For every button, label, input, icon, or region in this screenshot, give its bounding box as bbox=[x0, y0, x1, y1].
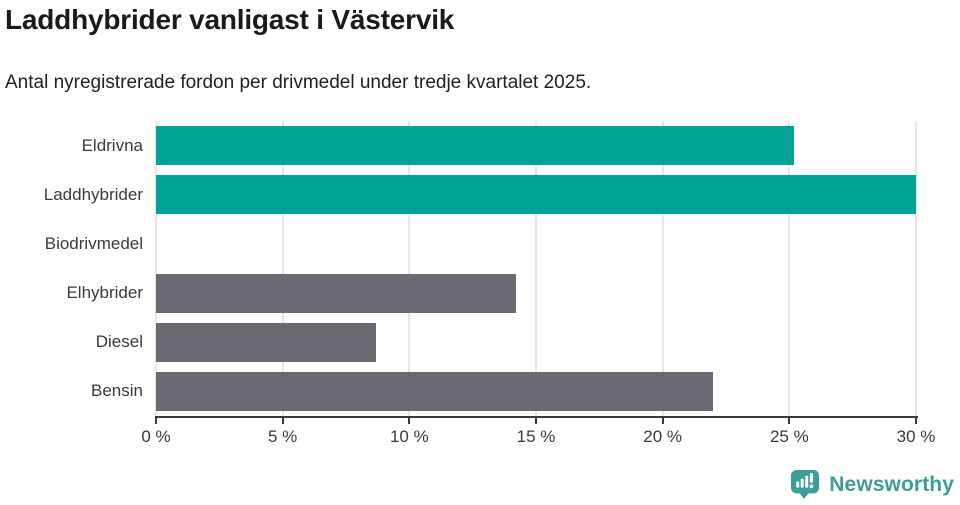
plot-area: Eldrivna Laddhybrider Biodrivmedel Elhybrid… bbox=[0, 121, 940, 416]
gridline bbox=[915, 121, 917, 416]
gridline bbox=[281, 121, 284, 416]
bar-rows: Eldrivna Laddhybrider Biodrivmedel Elhybrid… bbox=[0, 121, 916, 416]
bar-track bbox=[156, 371, 916, 411]
axis-tick-label: 15 % bbox=[516, 427, 556, 446]
gridline bbox=[408, 121, 411, 416]
gridline bbox=[155, 121, 157, 416]
newsworthy-logo-icon bbox=[791, 469, 820, 500]
bar-track bbox=[156, 126, 916, 166]
gridline bbox=[788, 121, 791, 416]
newsworthy-brand-link[interactable]: Newsworthy bbox=[790, 469, 954, 500]
category-label: Elhybrider bbox=[66, 283, 143, 303]
bar bbox=[156, 322, 377, 362]
x-axis-line bbox=[155, 416, 918, 418]
bar-row: Diesel bbox=[0, 318, 916, 367]
axis-tick bbox=[915, 418, 917, 424]
axis-tick-label: 20 % bbox=[643, 427, 683, 446]
x-axis-tick-labels: 0 % 5 % 10 % 15 % 20 % 25 % 30 % bbox=[141, 427, 935, 451]
bar bbox=[156, 175, 916, 215]
bar-track bbox=[156, 224, 916, 263]
chart-subtitle: Antal nyregistrerade fordon per drivmede… bbox=[5, 72, 592, 93]
axis-tick-label: 25 % bbox=[769, 427, 809, 446]
newsworthy-brand-label: Newsworthy bbox=[829, 472, 954, 496]
category-label: Eldrivna bbox=[81, 135, 143, 155]
bar bbox=[156, 371, 714, 411]
axis-tick-label: 0 % bbox=[141, 427, 171, 446]
axis-tick-label: 30 % bbox=[896, 427, 936, 446]
category-label: Laddhybrider bbox=[43, 184, 143, 204]
bar-row: Biodrivmedel bbox=[0, 219, 916, 268]
bar-row: Laddhybrider bbox=[0, 170, 916, 219]
bar bbox=[156, 126, 795, 166]
gridline bbox=[535, 121, 537, 416]
axis-tick bbox=[408, 418, 411, 424]
category-label: Biodrivmedel bbox=[44, 233, 143, 253]
bar-track bbox=[156, 175, 916, 215]
axis-tick bbox=[661, 418, 664, 424]
gridlines bbox=[155, 121, 917, 416]
bar-row: Eldrivna bbox=[0, 121, 916, 170]
axis-tick bbox=[155, 418, 157, 424]
bar-track bbox=[156, 273, 916, 313]
x-axis-ticks bbox=[155, 418, 917, 424]
axis-tick bbox=[788, 418, 791, 424]
bar-chart: Eldrivna Laddhybrider Biodrivmedel Elhybrid… bbox=[0, 121, 940, 461]
category-label: Bensin bbox=[91, 381, 143, 401]
bar-row: Elhybrider bbox=[0, 269, 916, 318]
axis-tick-label: 5 % bbox=[268, 427, 298, 446]
axis-tick bbox=[535, 418, 537, 424]
bar-track bbox=[156, 322, 916, 362]
axis-tick-label: 10 % bbox=[389, 427, 429, 446]
bar bbox=[156, 273, 516, 313]
category-label: Diesel bbox=[95, 332, 143, 352]
axis-tick bbox=[281, 418, 284, 424]
bar-row: Bensin bbox=[0, 367, 916, 416]
gridline bbox=[661, 121, 664, 416]
chart-title: Laddhybrider vanligast i Västervik bbox=[5, 4, 455, 35]
